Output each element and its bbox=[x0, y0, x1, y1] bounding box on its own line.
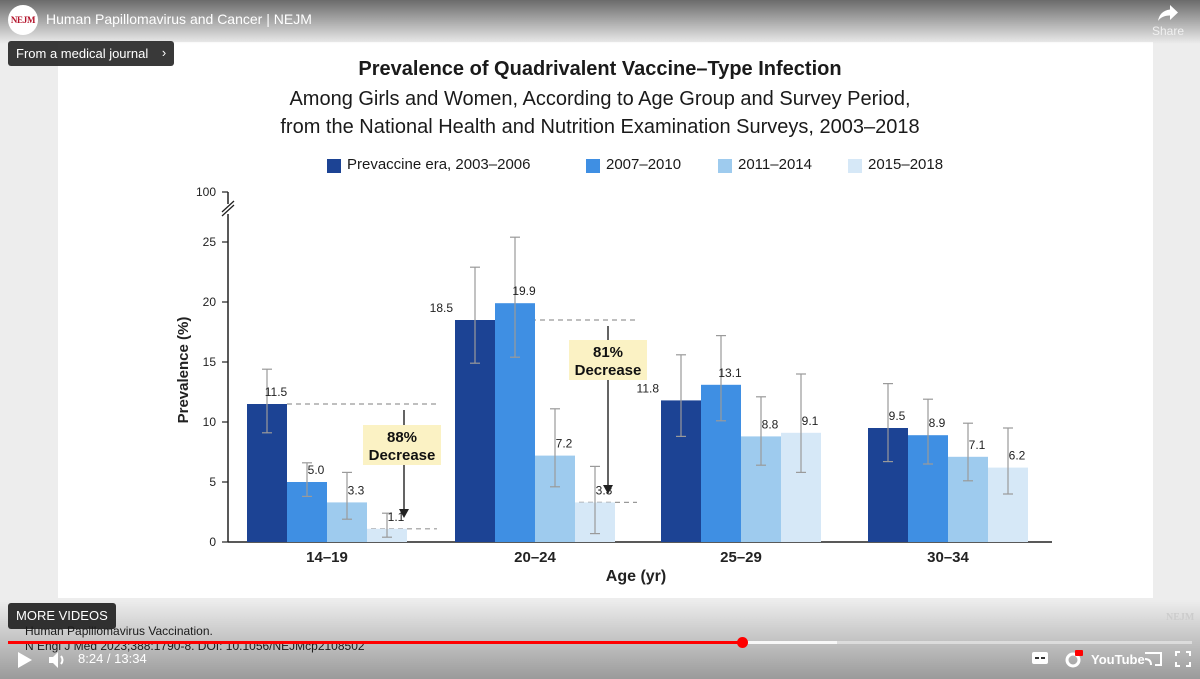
annotation-percent: 88% bbox=[387, 429, 417, 446]
annotation-box bbox=[569, 340, 647, 380]
legend-label-series-4: 2015–2018 bbox=[868, 156, 944, 173]
legend-label-series-2: 2007–2010 bbox=[606, 156, 682, 173]
cast-icon bbox=[1145, 652, 1162, 666]
progress-scrubber[interactable] bbox=[737, 637, 749, 648]
share-arrow-icon bbox=[1158, 5, 1178, 21]
legend-swatch-series-1 bbox=[327, 159, 341, 173]
youtube-logo-link[interactable]: YouTube bbox=[1091, 652, 1145, 667]
data-label: 11.5 bbox=[265, 385, 288, 399]
video-title[interactable]: Human Papillomavirus and Cancer | NEJM bbox=[46, 11, 312, 27]
context-info-button[interactable]: From a medical journal › bbox=[8, 41, 175, 66]
share-button[interactable]: Share bbox=[1148, 4, 1188, 38]
legend-swatch-series-3 bbox=[718, 159, 732, 173]
annotation-arrowhead bbox=[399, 509, 409, 518]
data-label: 8.8 bbox=[762, 417, 779, 431]
x-tick-label: 25–29 bbox=[720, 549, 762, 566]
x-tick-label: 30–34 bbox=[927, 549, 969, 566]
fullscreen-icon bbox=[1175, 651, 1191, 667]
data-label: 8.9 bbox=[929, 416, 946, 430]
y-tick-label: 25 bbox=[203, 235, 217, 249]
x-tick-label: 14–19 bbox=[306, 549, 348, 566]
axis-break-mark bbox=[221, 204, 235, 217]
annotation-label: Decrease bbox=[369, 447, 436, 464]
y-tick-label: 0 bbox=[209, 535, 216, 549]
legend-swatch-series-4 bbox=[848, 159, 862, 173]
nejm-watermark: NEJM bbox=[1166, 612, 1195, 623]
annotation-percent: 81% bbox=[593, 344, 623, 361]
play-icon bbox=[18, 652, 32, 668]
volume-icon bbox=[49, 652, 58, 668]
annotation-box bbox=[363, 425, 441, 465]
settings-button[interactable] bbox=[1063, 650, 1083, 668]
captions-button[interactable] bbox=[1031, 650, 1049, 666]
data-label: 18.5 bbox=[430, 301, 454, 315]
chart-legend: Prevaccine era, 2003–2006 2007–2010 2011… bbox=[0, 156, 1200, 176]
annotation-label: Decrease bbox=[575, 362, 642, 379]
chart-subtitle-line-2: from the National Health and Nutrition E… bbox=[280, 116, 920, 138]
legend-label-series-1: Prevaccine era, 2003–2006 bbox=[347, 156, 531, 173]
volume-button[interactable] bbox=[47, 650, 69, 670]
y-tick-label: 20 bbox=[203, 295, 217, 309]
fullscreen-button[interactable] bbox=[1174, 650, 1192, 668]
y-tick-label: 15 bbox=[203, 355, 217, 369]
progress-bar[interactable] bbox=[8, 637, 1192, 648]
data-label: 13.1 bbox=[718, 366, 742, 380]
axis-break-mark bbox=[221, 200, 235, 213]
play-button[interactable] bbox=[16, 650, 34, 670]
time-display: 8:24 / 13:34 bbox=[78, 651, 147, 666]
chart-subtitle-line-1: Among Girls and Women, According to Age … bbox=[289, 88, 911, 110]
legend-label-series-3: 2011–2014 bbox=[738, 156, 812, 173]
y-axis-label: Prevalence (%) bbox=[175, 317, 192, 424]
gear-icon bbox=[1065, 652, 1081, 668]
y-tick-label: 100 bbox=[196, 185, 216, 199]
chevron-right-icon: › bbox=[161, 45, 167, 60]
x-axis-label: Age (yr) bbox=[606, 568, 666, 585]
cast-button[interactable] bbox=[1143, 650, 1163, 668]
data-label: 1.1 bbox=[388, 510, 405, 524]
data-label: 3.3 bbox=[348, 483, 365, 497]
captions-icon bbox=[1032, 652, 1048, 664]
data-label: 9.1 bbox=[802, 414, 819, 428]
more-videos-button[interactable]: MORE VIDEOS bbox=[8, 603, 116, 629]
player-bottom-gradient bbox=[0, 600, 1200, 679]
data-label: 9.5 bbox=[889, 409, 906, 423]
annotation-arrowhead bbox=[603, 485, 613, 494]
progress-played bbox=[8, 641, 743, 644]
player-top-bar bbox=[0, 0, 1200, 44]
data-label: 6.2 bbox=[1009, 449, 1026, 463]
chart-title: Prevalence of Quadrivalent Vaccine–Type … bbox=[358, 58, 842, 80]
share-label: Share bbox=[1151, 24, 1185, 38]
citation: Human Papillomavirus Vaccination. N Engl… bbox=[25, 624, 365, 654]
data-label: 5.0 bbox=[308, 463, 325, 477]
x-tick-label: 20–24 bbox=[514, 549, 556, 566]
data-label: 7.2 bbox=[556, 437, 573, 451]
data-label: 7.1 bbox=[969, 438, 986, 452]
y-tick-label: 10 bbox=[203, 415, 217, 429]
y-tick-label: 5 bbox=[209, 475, 216, 489]
legend-swatch-series-2 bbox=[586, 159, 600, 173]
citation-line-1: Human Papillomavirus Vaccination. bbox=[25, 624, 213, 638]
context-info-label: From a medical journal bbox=[16, 46, 149, 61]
data-label: 19.9 bbox=[512, 284, 536, 298]
channel-logo[interactable]: NEJM bbox=[8, 5, 38, 35]
data-label: 11.8 bbox=[637, 381, 660, 395]
